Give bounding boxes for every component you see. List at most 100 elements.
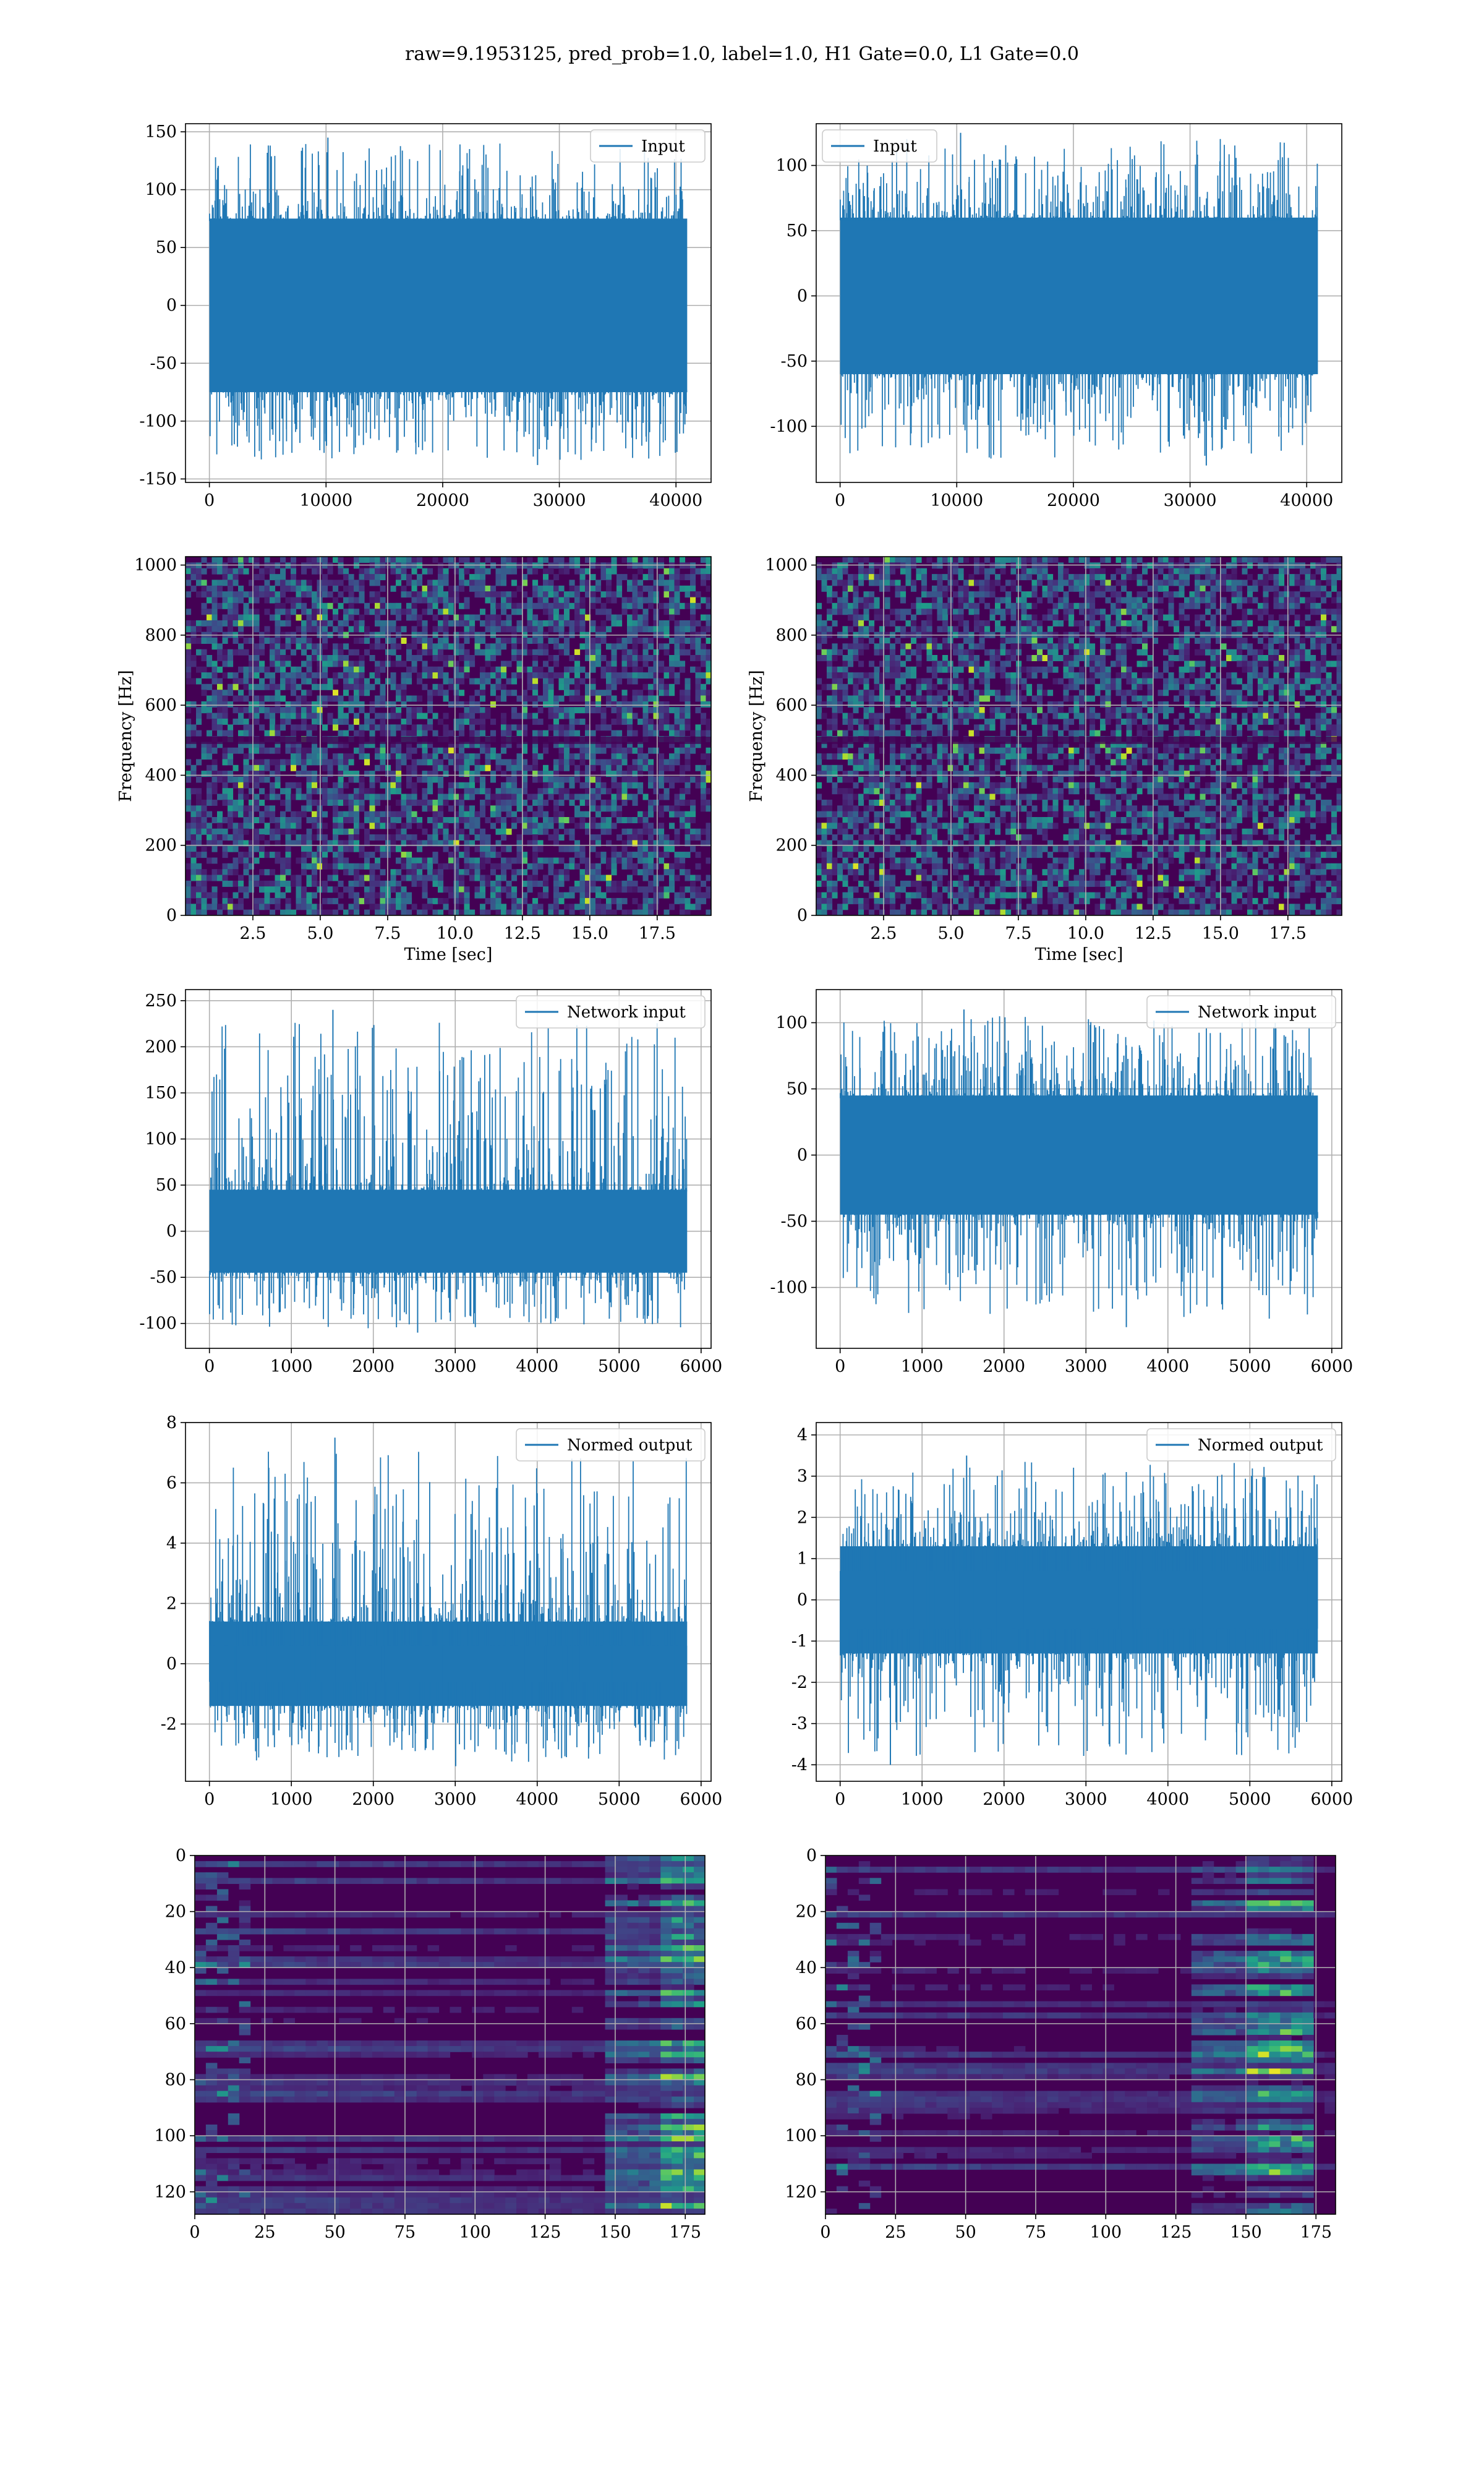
spectrogram-cell — [1052, 557, 1059, 563]
spectrogram-cell — [364, 678, 370, 685]
y-tick-label: -150 — [139, 469, 177, 489]
spectrogram-cell — [343, 730, 349, 737]
spectrogram-cell — [196, 580, 202, 586]
spectrogram-cell — [448, 597, 454, 604]
spectrogram-cell — [1168, 574, 1174, 581]
spectrogram-cell — [343, 678, 349, 685]
spectrogram-cell — [207, 661, 213, 667]
spectrogram-cell — [338, 701, 344, 708]
spectrogram-cell — [201, 655, 207, 661]
spectrogram-cell — [942, 591, 949, 598]
spectrogram-cell — [480, 904, 486, 910]
spectrogram-cell — [375, 568, 381, 575]
spectrogram-cell — [558, 869, 565, 876]
spectrogram-cell — [196, 904, 202, 910]
spectrogram-cell — [680, 892, 686, 899]
spectrogram-cell — [322, 794, 328, 800]
spectrogram-cell — [306, 834, 312, 841]
spectrogram-cell — [480, 852, 486, 858]
y-tick-label: -50 — [150, 354, 177, 373]
spectrogram-cell — [1042, 585, 1048, 592]
spectrogram-cell — [564, 747, 570, 754]
spectrogram-cell — [516, 602, 522, 609]
spectrogram-cell — [333, 759, 339, 766]
spectrogram-cell — [842, 585, 848, 592]
spectrogram-cell — [501, 690, 507, 696]
spectrogram-cell — [322, 845, 328, 852]
spectrogram-cell — [411, 724, 417, 731]
spectrogram-cell — [942, 557, 949, 563]
spectrogram-cell — [354, 620, 360, 627]
spectrogram-cell — [380, 683, 386, 690]
spectrogram-cell — [632, 759, 638, 766]
spectrogram-cell — [201, 568, 207, 575]
spectrogram-cell — [432, 828, 438, 835]
spectrogram-cell — [333, 661, 339, 667]
spectrogram-cell — [642, 562, 649, 569]
spectrogram-cell — [432, 713, 438, 719]
spectrogram-cell — [937, 562, 943, 569]
spectrogram-cell — [579, 718, 586, 725]
spectrogram-cell — [207, 638, 213, 644]
spectrogram-cell — [201, 799, 207, 806]
spectrogram-cell — [411, 811, 417, 818]
spectrogram-cell — [1142, 580, 1148, 586]
spectrogram-cell — [621, 799, 628, 806]
spectrogram-cell — [701, 805, 707, 812]
spectrogram-cell — [659, 776, 665, 783]
spectrogram-cell — [506, 678, 512, 685]
spectrogram-cell — [396, 574, 402, 581]
spectrogram-cell — [380, 880, 386, 887]
spectrogram-cell — [296, 834, 302, 841]
spectrogram-cell — [638, 904, 644, 910]
spectrogram-cell — [469, 869, 475, 876]
spectrogram-cell — [511, 649, 518, 656]
spectrogram-cell — [1121, 574, 1127, 581]
spectrogram-cell — [291, 690, 297, 696]
spectrogram-cell — [963, 585, 970, 592]
spectrogram-cell — [553, 585, 560, 592]
spectrogram-cell — [490, 852, 497, 858]
spectrogram-cell — [228, 701, 234, 708]
spectrogram-cell — [1226, 609, 1232, 615]
spectrogram-cell — [632, 655, 638, 661]
spectrogram-cell — [495, 568, 501, 575]
spectrogram-cell — [354, 626, 360, 633]
spectrogram-cell — [663, 776, 670, 783]
spectrogram-cell — [469, 655, 475, 661]
spectrogram-cell — [574, 620, 581, 627]
spectrogram-cell — [422, 788, 428, 795]
spectrogram-cell — [858, 614, 864, 621]
spectrogram-cell — [238, 649, 244, 656]
spectrogram-cell — [1247, 574, 1253, 581]
spectrogram-cell — [1010, 585, 1017, 592]
spectrogram-cell — [627, 707, 633, 714]
spectrogram-cell — [958, 614, 964, 621]
spectrogram-cell — [348, 776, 354, 783]
spectrogram-cell — [1063, 597, 1069, 604]
spectrogram-cell — [680, 643, 686, 650]
spectrogram-cell — [642, 794, 649, 800]
spectrogram-cell — [459, 897, 465, 904]
spectrogram-cell — [275, 782, 281, 789]
spectrogram-cell — [564, 602, 570, 609]
spectrogram-cell — [516, 771, 522, 777]
spectrogram-cell — [317, 828, 323, 835]
spectrogram-cell — [1121, 620, 1127, 627]
spectrogram-cell — [285, 713, 291, 719]
spectrogram-cell — [638, 690, 644, 696]
spectrogram-cell — [569, 655, 575, 661]
spectrogram-cell — [301, 759, 307, 766]
spectrogram-cell — [333, 742, 339, 748]
spectrogram-cell — [606, 771, 612, 777]
spectrogram-cell — [611, 909, 617, 916]
spectrogram-cell — [411, 713, 417, 719]
spectrogram-cell — [201, 591, 207, 598]
spectrogram-cell — [422, 771, 428, 777]
spectrogram-cell — [1184, 626, 1190, 633]
spectrogram-cell — [1037, 580, 1043, 586]
spectrogram-cell — [642, 897, 649, 904]
spectrogram-cell — [222, 649, 228, 656]
spectrogram-cell — [354, 666, 360, 673]
spectrogram-cell — [343, 718, 349, 725]
